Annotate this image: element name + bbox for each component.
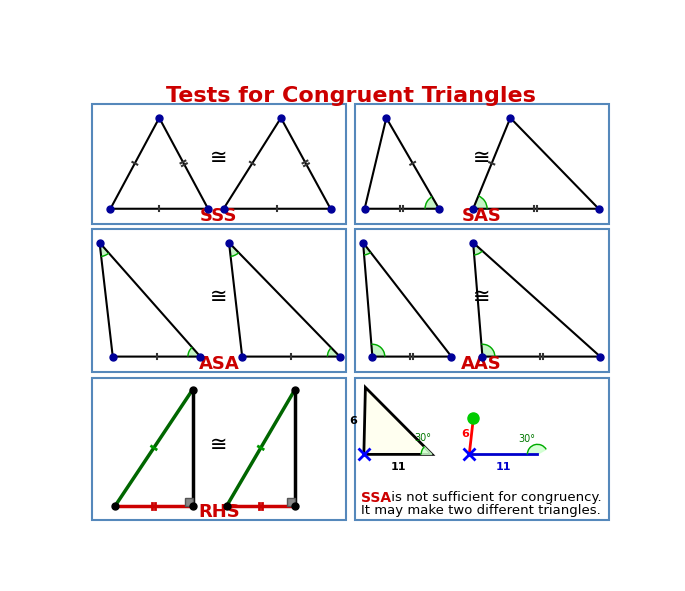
Polygon shape	[482, 345, 495, 356]
Polygon shape	[473, 243, 482, 255]
Polygon shape	[425, 197, 439, 209]
Text: 30°: 30°	[518, 434, 535, 444]
Polygon shape	[327, 348, 340, 356]
Text: 6: 6	[461, 428, 469, 439]
Text: AAS: AAS	[461, 355, 502, 374]
FancyBboxPatch shape	[92, 378, 346, 520]
Polygon shape	[473, 196, 487, 209]
FancyBboxPatch shape	[355, 378, 609, 520]
Polygon shape	[363, 243, 371, 255]
Text: 11: 11	[496, 462, 511, 472]
Polygon shape	[371, 345, 385, 356]
Text: 30°: 30°	[414, 433, 432, 443]
Text: ≅: ≅	[473, 148, 490, 168]
Text: Tests for Congruent Triangles: Tests for Congruent Triangles	[166, 86, 536, 106]
FancyBboxPatch shape	[92, 104, 346, 224]
Text: SSA: SSA	[361, 491, 391, 505]
Polygon shape	[188, 348, 200, 356]
Polygon shape	[229, 243, 238, 256]
Polygon shape	[527, 444, 546, 454]
Text: SAS: SAS	[462, 207, 501, 225]
Text: 11: 11	[390, 462, 406, 472]
Bar	[185, 498, 192, 506]
Polygon shape	[364, 387, 432, 454]
Text: is not sufficient for congruency.: is not sufficient for congruency.	[387, 491, 601, 504]
Polygon shape	[421, 447, 432, 454]
Text: ≅: ≅	[473, 287, 490, 307]
Text: SSS: SSS	[200, 207, 238, 225]
Text: 6: 6	[349, 416, 357, 426]
Text: ≅: ≅	[210, 148, 227, 168]
Polygon shape	[99, 243, 109, 256]
Text: ASA: ASA	[199, 355, 239, 374]
Bar	[287, 498, 295, 506]
Text: ≅: ≅	[210, 287, 227, 307]
Text: ≅: ≅	[210, 435, 227, 455]
Text: It may make two different triangles.: It may make two different triangles.	[361, 505, 601, 518]
FancyBboxPatch shape	[355, 104, 609, 224]
Text: RHS: RHS	[198, 503, 240, 521]
FancyBboxPatch shape	[92, 229, 346, 372]
FancyBboxPatch shape	[355, 229, 609, 372]
